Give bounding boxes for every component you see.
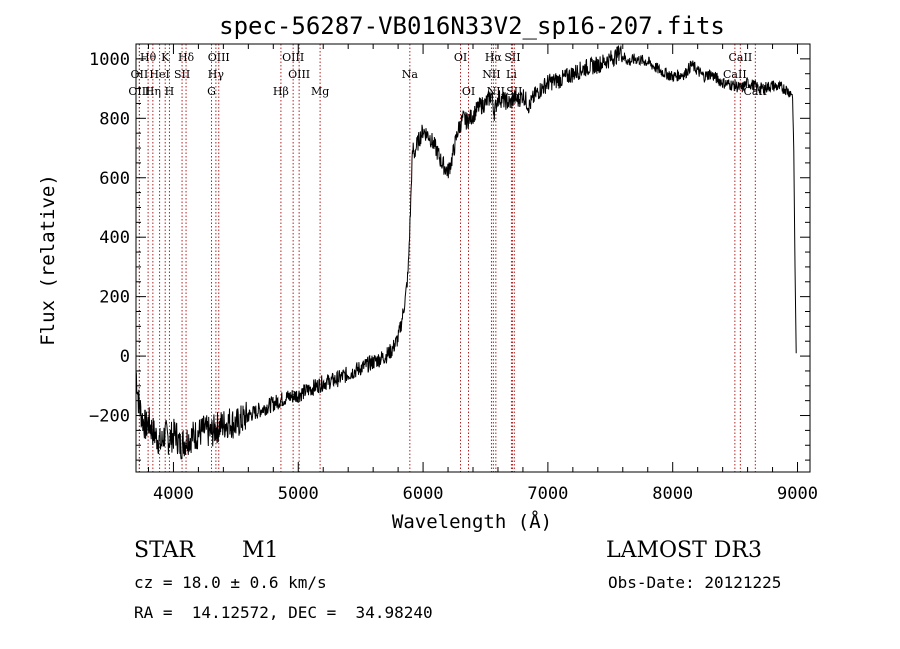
line-label: OII [131, 68, 149, 81]
y-tick-label: 1000 [89, 50, 130, 70]
x-axis-label: Wavelength (Å) [392, 510, 552, 533]
line-label: HeI [149, 68, 169, 81]
line-label: NII [482, 68, 500, 81]
line-label: Li [506, 68, 517, 81]
line-label: OI [462, 85, 475, 98]
line-label: G [207, 85, 216, 98]
line-label: Na [402, 68, 419, 81]
observation-date: Obs-Date: 20121225 [608, 573, 782, 592]
y-axis-ticks: −200 0 200 400 600 800 1000 [89, 43, 810, 461]
y-tick-label: 0 [120, 347, 130, 367]
y-tick-label: 600 [99, 169, 130, 189]
line-label: Hη [145, 85, 161, 98]
line-label: Hδ [178, 51, 195, 64]
line-label: Hβ [273, 85, 289, 98]
line-label: Hα [485, 51, 503, 64]
x-tick-label: 7000 [527, 484, 568, 504]
chart-title: spec-56287-VB016N33V2_sp16-207.fits [219, 12, 725, 40]
line-label: OIII [208, 51, 230, 64]
line-label: OIII [282, 51, 304, 64]
spectral-line-labels: Hθ OII OIII K HeI Hη Hδ SII H OIII Hγ G OIII OIII Hβ Mg… [128, 51, 767, 98]
object-subclass: M1 [242, 538, 279, 563]
x-tick-label: 9000 [777, 484, 818, 504]
x-tick-label: 5000 [278, 484, 319, 504]
y-tick-label: 200 [99, 288, 130, 308]
x-axis-ticks: 4000 5000 6000 7000 8000 9000 [147, 44, 818, 504]
spectrum-line [135, 45, 797, 460]
y-tick-label: 800 [99, 109, 130, 129]
x-tick-label: 6000 [403, 484, 444, 504]
line-label: Hγ [208, 68, 225, 81]
spectrum-layer [135, 45, 797, 460]
line-label: K [161, 51, 170, 64]
line-label: SII [174, 68, 190, 81]
line-label: OIII [288, 68, 310, 81]
y-axis-label: Flux (relative) [37, 174, 59, 346]
spectral-line-markers [138, 44, 756, 472]
y-tick-label: −200 [89, 407, 130, 427]
x-tick-label: 4000 [153, 484, 194, 504]
coordinates: RA = 14.12572, DEC = 34.98240 [134, 603, 433, 622]
x-tick-label: 8000 [652, 484, 693, 504]
line-label: CaII [729, 51, 753, 64]
line-label: Mg [311, 85, 329, 98]
y-tick-label: 400 [99, 228, 130, 248]
line-label: CaII [743, 85, 767, 98]
redshift-velocity: cz = 18.0 ± 0.6 km/s [134, 573, 327, 592]
object-class: STAR [134, 538, 195, 563]
survey-name: LAMOST DR3 [606, 538, 762, 563]
line-label: OI [454, 51, 467, 64]
line-label: H [165, 85, 175, 98]
line-label: CaII [723, 68, 747, 81]
line-label: OIII [128, 85, 150, 98]
line-label: SII [504, 51, 520, 64]
line-label: Hθ [140, 51, 157, 64]
plot-frame [135, 43, 811, 473]
